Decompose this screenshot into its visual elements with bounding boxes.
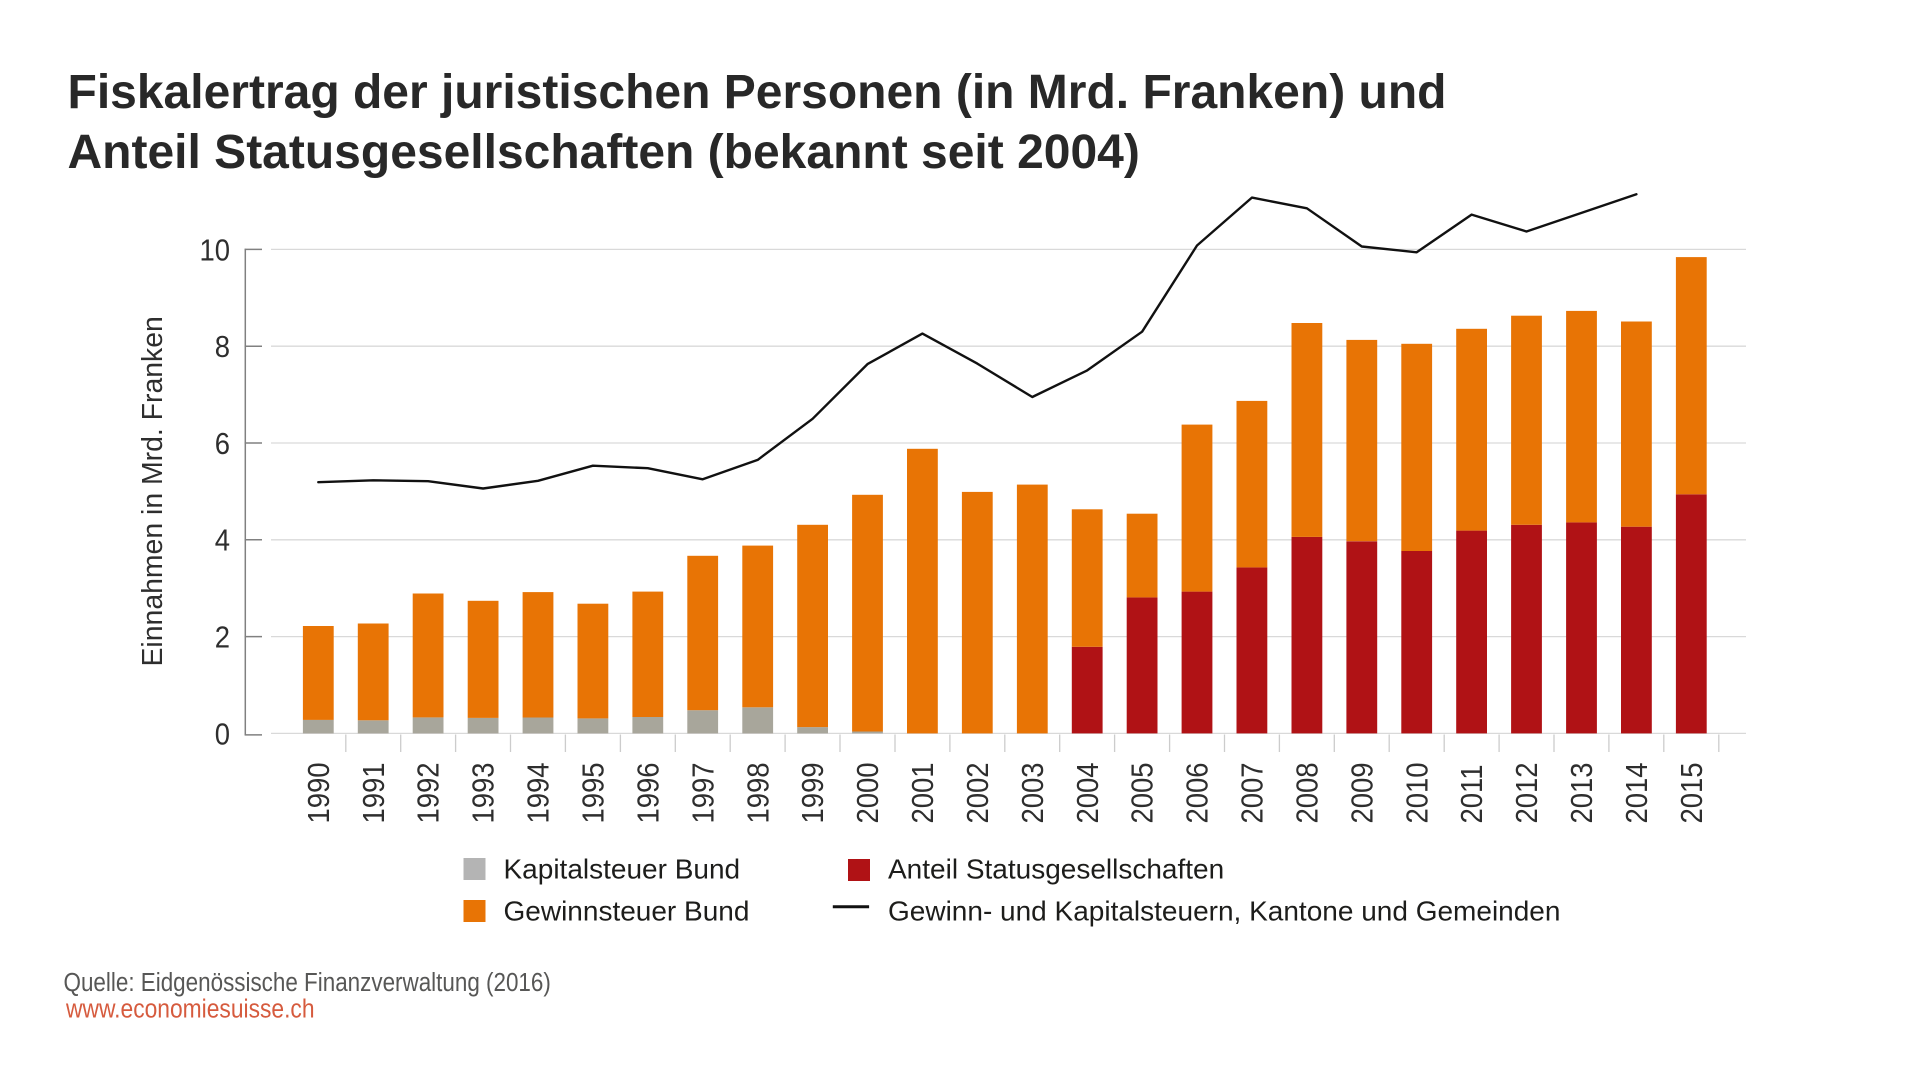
svg-text:2010: 2010 <box>1401 762 1435 823</box>
svg-text:1995: 1995 <box>577 762 611 823</box>
svg-text:2015: 2015 <box>1676 762 1710 823</box>
svg-text:10: 10 <box>199 234 230 268</box>
svg-text:www.economiesuisse.ch: www.economiesuisse.ch <box>65 995 314 1023</box>
svg-text:1998: 1998 <box>742 762 776 823</box>
svg-text:Gewinn- und Kapitalsteuern, Ka: Gewinn- und Kapitalsteuern, Kantone und … <box>888 896 1560 927</box>
svg-text:8: 8 <box>215 331 230 365</box>
svg-text:1994: 1994 <box>522 762 556 823</box>
svg-text:2003: 2003 <box>1017 762 1051 823</box>
svg-text:Fiskalertrag der juristischen: Fiskalertrag der juristischen Personen (… <box>68 66 1447 119</box>
svg-text:2014: 2014 <box>1621 762 1655 823</box>
svg-text:1993: 1993 <box>467 762 501 823</box>
svg-text:1990: 1990 <box>303 762 337 823</box>
svg-text:2001: 2001 <box>907 762 941 823</box>
svg-text:Quelle: Eidgenössische Finanzv: Quelle: Eidgenössische Finanzverwaltung … <box>64 969 551 998</box>
svg-text:1996: 1996 <box>632 762 666 823</box>
svg-text:2007: 2007 <box>1236 762 1270 823</box>
svg-text:2: 2 <box>215 621 230 655</box>
svg-text:1992: 1992 <box>412 762 446 823</box>
svg-text:6: 6 <box>215 428 230 462</box>
svg-text:Anteil Statusgesellschaften: Anteil Statusgesellschaften <box>888 854 1224 885</box>
svg-text:Anteil Statusgesellschaften (b: Anteil Statusgesellschaften (bekannt sei… <box>68 126 1140 179</box>
svg-text:2005: 2005 <box>1126 762 1160 823</box>
svg-text:2002: 2002 <box>962 762 996 823</box>
svg-text:2000: 2000 <box>852 762 886 823</box>
svg-text:Kapitalsteuer Bund: Kapitalsteuer Bund <box>504 854 741 885</box>
svg-text:2013: 2013 <box>1566 762 1600 823</box>
svg-text:2006: 2006 <box>1181 762 1215 823</box>
svg-text:2011: 2011 <box>1456 764 1490 823</box>
svg-text:Einnahmen in Mrd. Franken: Einnahmen in Mrd. Franken <box>137 316 169 666</box>
svg-text:2009: 2009 <box>1346 762 1380 823</box>
svg-text:Gewinnsteuer Bund: Gewinnsteuer Bund <box>504 896 750 927</box>
svg-text:1991: 1991 <box>358 762 392 823</box>
svg-text:2012: 2012 <box>1511 762 1545 823</box>
svg-text:1999: 1999 <box>797 762 831 823</box>
svg-text:4: 4 <box>215 524 230 558</box>
svg-text:2004: 2004 <box>1072 762 1106 823</box>
svg-text:2008: 2008 <box>1291 762 1325 823</box>
svg-text:1997: 1997 <box>687 762 721 823</box>
svg-text:0: 0 <box>215 718 230 752</box>
